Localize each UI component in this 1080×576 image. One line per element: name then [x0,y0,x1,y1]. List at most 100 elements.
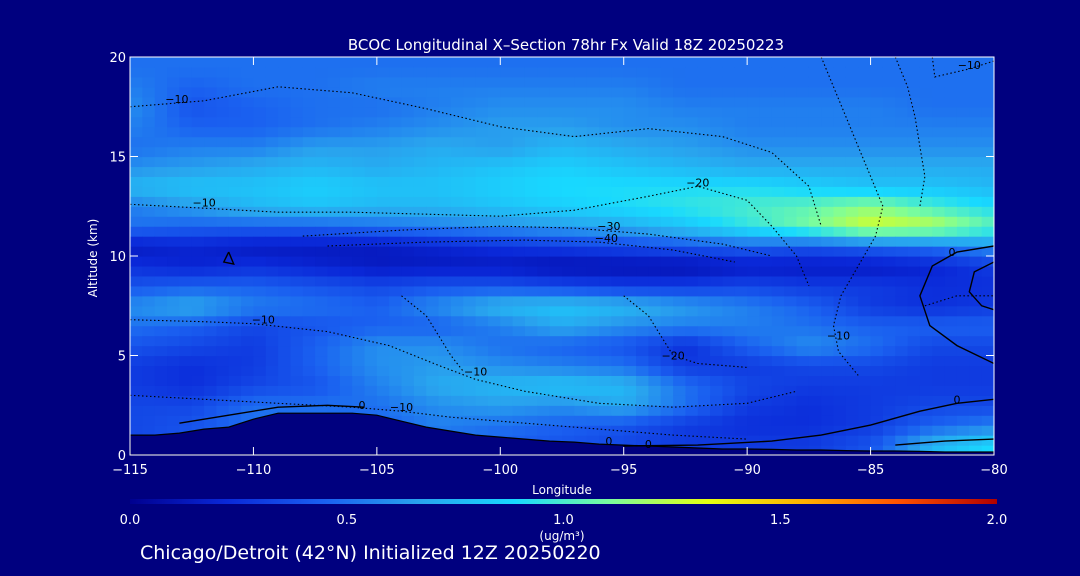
field-cell [932,86,946,98]
field-cell [932,425,946,436]
field-cell [870,375,884,386]
field-cell [154,395,168,406]
field-cell [759,216,773,227]
field-cell [130,395,143,406]
field-cell [179,116,193,128]
field-cell [191,146,205,158]
field-cell [895,445,909,455]
field-cell [673,415,687,426]
field-cell [216,166,230,177]
field-cell [228,166,242,177]
field-cell [204,196,217,207]
field-cell [599,246,612,257]
field-cell [339,265,353,277]
field-cell [167,126,180,138]
field-cell [562,216,575,227]
field-cell [364,236,378,247]
field-cell [179,226,193,237]
field-cell [204,116,217,128]
field-cell [981,315,994,327]
field-cell [919,136,933,148]
field-cell [821,275,835,287]
field-cell [808,325,822,337]
field-cell [919,445,933,455]
field-cell [265,86,279,98]
field-cell [562,285,575,297]
field-cell [228,265,242,277]
field-cell [944,156,958,168]
field-cell [413,106,427,118]
field-cell [191,305,205,317]
field-cell [549,126,563,138]
field-cell [352,305,366,317]
field-cell [710,425,724,436]
field-cell [648,335,662,347]
field-cell [833,236,847,247]
field-cell [771,226,785,237]
field-cell [821,116,835,128]
field-cell [500,76,514,88]
field-cell [549,355,563,367]
field-cell [438,126,452,138]
field-cell [673,375,687,386]
field-cell [130,385,143,396]
field-cell [364,256,378,267]
field-cell [241,335,255,347]
field-cell [697,365,711,376]
field-cell [759,57,773,68]
field-cell [919,176,933,187]
field-cell [796,365,810,376]
field-cell [438,295,452,307]
field-cell [870,246,884,257]
field-cell [487,425,501,436]
field-cell [537,425,551,436]
field-cell [956,385,970,396]
field-cell [858,405,872,416]
field-cell [302,305,316,317]
field-cell [216,265,230,277]
field-cell [389,305,403,317]
field-cell [512,365,526,376]
field-cell [574,355,588,367]
field-cell [771,265,785,277]
field-cell [154,405,168,416]
field-cell [771,176,785,187]
field-cell [315,226,329,237]
field-cell [673,405,687,416]
field-cell [167,315,180,327]
field-cell [475,216,489,227]
field-cell [599,236,612,247]
field-cell [487,236,501,247]
field-cell [586,375,600,386]
field-cell [562,156,575,168]
field-cell [315,116,329,128]
field-cell [697,136,711,148]
field-cell [808,256,822,267]
field-cell [660,265,674,277]
field-cell [932,216,946,227]
field-cell [981,226,994,237]
field-cell [376,126,390,138]
field-cell [327,256,341,267]
field-cell [771,275,785,287]
field-cell [228,415,242,426]
y-axis-label: Altitude (km) [86,219,100,298]
field-cell [623,226,637,237]
field-cell [130,335,143,347]
field-cell [426,146,440,158]
contour-line [302,225,772,257]
field-cell [500,295,514,307]
field-cell [981,345,994,357]
field-cell [944,405,958,416]
field-cell [845,96,859,108]
field-cell [438,66,452,78]
field-cell [216,146,230,158]
field-cell [512,76,526,88]
field-cell [574,196,588,207]
field-cell [623,206,637,217]
field-cell [734,365,748,376]
field-cell [697,425,711,436]
field-cell [537,285,551,297]
field-cell [524,136,538,148]
field-cell [376,196,390,207]
